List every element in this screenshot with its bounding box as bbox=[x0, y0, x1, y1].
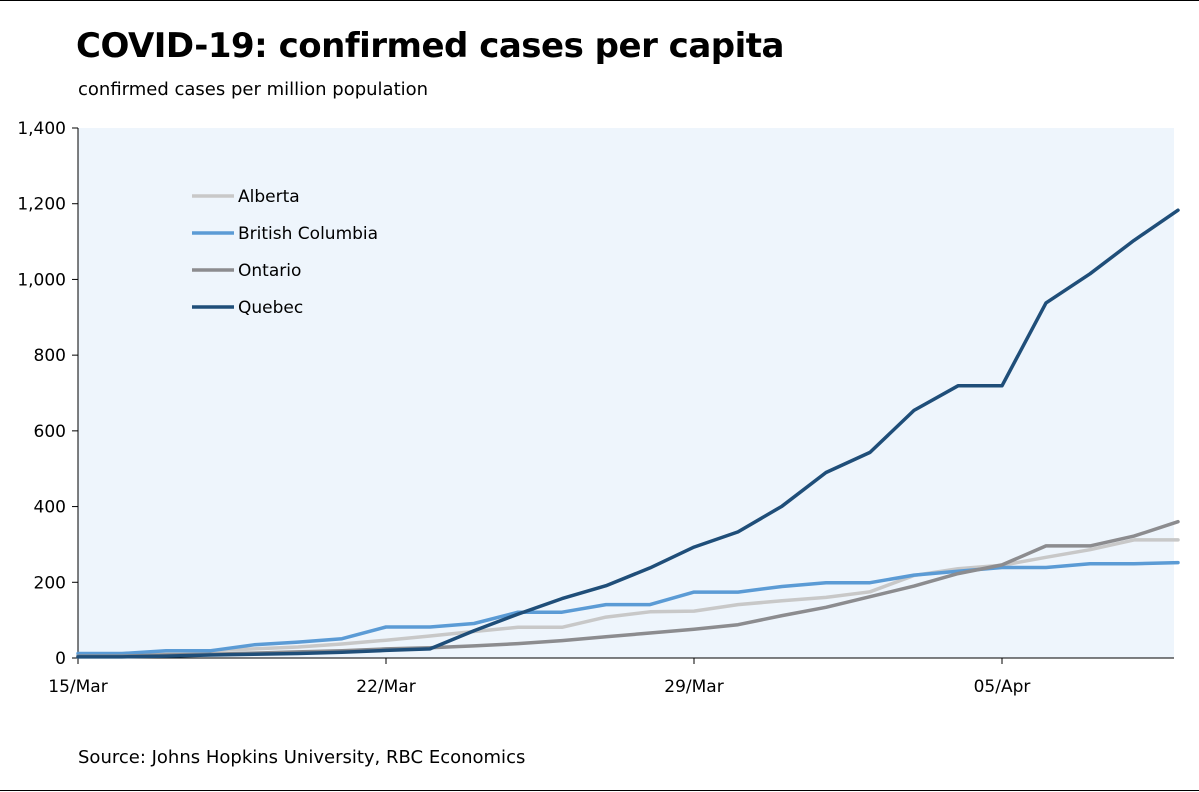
y-tick-label: 1,000 bbox=[17, 270, 66, 290]
legend-label: Alberta bbox=[238, 187, 300, 207]
x-tick-label: 05/Apr bbox=[974, 677, 1031, 697]
legend-label: Ontario bbox=[238, 261, 301, 281]
y-tick-label: 0 bbox=[55, 649, 66, 669]
series-layer bbox=[76, 208, 1180, 659]
y-tick-label: 1,200 bbox=[17, 195, 66, 215]
y-tick-label: 800 bbox=[34, 346, 66, 366]
x-tick-label: 15/Mar bbox=[48, 677, 107, 697]
x-tick-label: 29/Mar bbox=[664, 677, 723, 697]
y-tick-label: 600 bbox=[34, 422, 66, 442]
chart-subtitle: confirmed cases per million population bbox=[78, 79, 429, 100]
y-tick-label: 1,400 bbox=[17, 119, 66, 139]
y-tick-label: 400 bbox=[34, 498, 66, 518]
x-tick-label: 22/Mar bbox=[356, 677, 415, 697]
bottom-border bbox=[0, 790, 1199, 791]
series-line-quebec bbox=[76, 208, 1180, 659]
legend-label: Quebec bbox=[238, 298, 303, 318]
legend: Alberta British Columbia Ontario Quebec bbox=[192, 187, 378, 318]
legend-label: British Columbia bbox=[238, 224, 378, 244]
top-border bbox=[0, 0, 1199, 1]
y-tick-label: 200 bbox=[34, 573, 66, 593]
x-axis: 15/Mar 22/Mar 29/Mar 05/Apr bbox=[48, 657, 1174, 697]
source-note: Source: Johns Hopkins University, RBC Ec… bbox=[78, 747, 526, 768]
chart-title: COVID-19: confirmed cases per capita bbox=[76, 26, 784, 66]
y-axis: 0 200 400 600 800 1,000 1,200 1,400 bbox=[17, 119, 79, 669]
